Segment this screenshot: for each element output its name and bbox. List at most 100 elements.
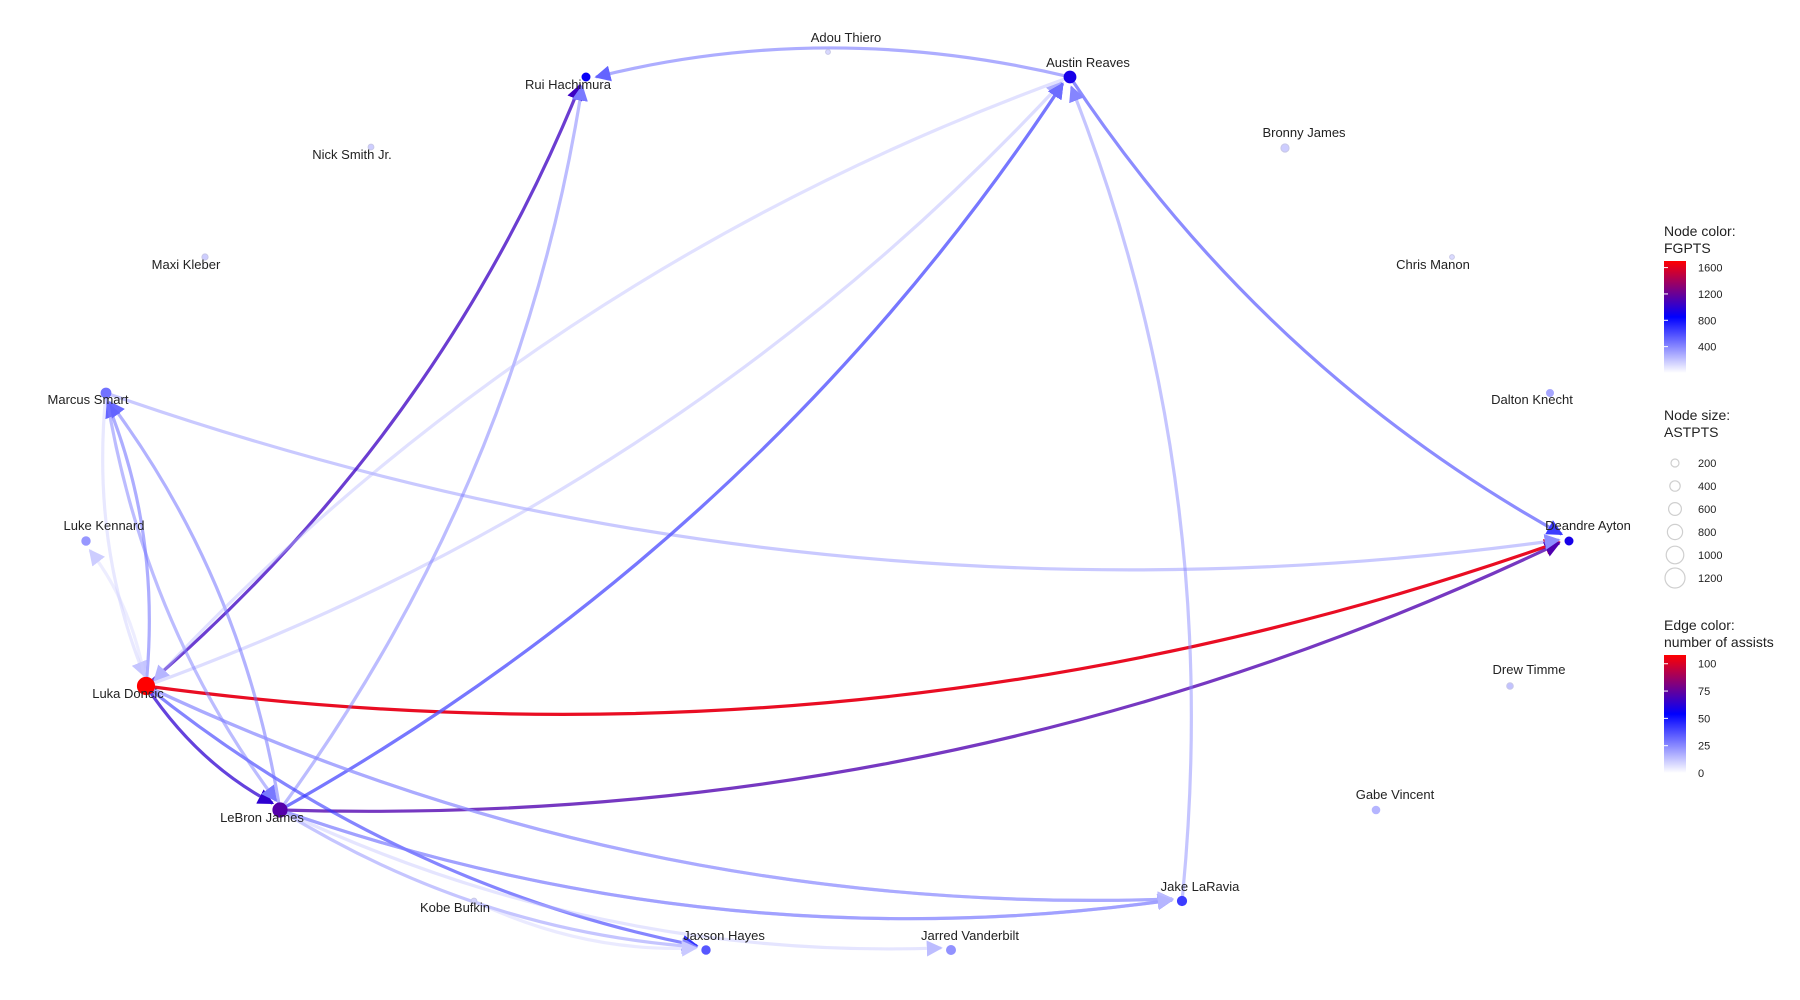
edge-lebron-to-deandre (279, 541, 1561, 813)
node-label-gabe: Gabe Vincent (1356, 787, 1435, 802)
legend-tick-label: 100 (1698, 659, 1716, 671)
edge-luka-to-marcus (105, 401, 151, 687)
legend-size-var: ASTPTS (1664, 424, 1718, 440)
edge-lebron-to-jake (279, 808, 1174, 921)
node-jarred[interactable] (946, 945, 956, 955)
edge-luka-to-deandre (145, 539, 1561, 716)
node-label-adou: Adou Thiero (811, 30, 882, 45)
edge-lebron-to-jaxson (279, 808, 699, 954)
nodes-layer (81, 49, 1574, 955)
node-bronny[interactable] (1280, 143, 1290, 153)
legend-tick-label: 800 (1698, 315, 1716, 327)
node-jake[interactable] (1176, 895, 1188, 907)
node-nick[interactable] (367, 143, 375, 151)
node-label-nick: Nick Smith Jr. (312, 147, 391, 162)
edge-jake-to-austin (1069, 85, 1193, 902)
node-luka[interactable] (136, 676, 156, 696)
legend-size-circle (1665, 545, 1685, 565)
legend: Node color: FGPTS 1600 1200 800 400 Node si… (1664, 223, 1774, 780)
node-label-jaxson: Jaxson Hayes (683, 928, 765, 943)
legend-tick-label: 1200 (1698, 289, 1722, 301)
legend-edge-var: number of assists (1664, 634, 1774, 650)
edges-layer (88, 46, 1564, 957)
node-luke[interactable] (81, 536, 91, 546)
legend-size-title: Node size: (1664, 407, 1730, 423)
edge-austin-to-deandre (1068, 76, 1564, 536)
node-rui[interactable] (581, 72, 591, 82)
legend-node-size: Node size: ASTPTS 200 400 600 800 1000 1200 (1664, 407, 1730, 589)
legend-size-label: 1200 (1698, 573, 1722, 585)
legend-edge-color: Edge color: number of assists 100 75 50 25 0 (1664, 617, 1774, 780)
edge-marcus-to-deandre (105, 391, 1561, 572)
legend-color-ticks: 1600 1200 800 400 (1664, 263, 1722, 354)
edge-austin-to-luka (153, 75, 1071, 682)
legend-color-bar (1664, 261, 1686, 373)
node-label-maxi: Maxi Kleber (152, 257, 221, 272)
legend-size-keys: 200 400 600 800 1000 1200 (1664, 458, 1722, 589)
node-label-jake: Jake LaRavia (1161, 879, 1241, 894)
node-label-deandre: Deandre Ayton (1545, 518, 1631, 533)
node-label-bronny: Bronny James (1262, 125, 1346, 140)
legend-size-circle (1664, 567, 1686, 589)
legend-size-label: 400 (1698, 481, 1716, 493)
node-label-jarred: Jarred Vanderbilt (921, 928, 1019, 943)
edge-austin-to-rui (594, 46, 1071, 82)
labels-layer: Adou Thiero Austin Reaves Rui Hachimura Nic… (48, 30, 1631, 943)
legend-size-circle (1666, 523, 1684, 541)
legend-tick-label: 75 (1698, 686, 1710, 698)
edge-luka-to-jake (145, 684, 1174, 908)
node-label-dalton: Dalton Knecht (1491, 392, 1573, 407)
edge-kobe-to-jaxson (473, 899, 698, 957)
legend-size-circle (1669, 480, 1681, 492)
edge-lebron-to-austin (279, 82, 1065, 812)
node-label-drew: Drew Timme (1493, 662, 1566, 677)
node-label-marcus: Marcus Smart (48, 392, 129, 407)
node-label-luke: Luke Kennard (64, 518, 145, 533)
legend-tick-label: 400 (1698, 342, 1716, 354)
legend-edge-bar (1664, 655, 1686, 773)
node-chris[interactable] (1449, 254, 1455, 260)
node-label-kobe: Kobe Bufkin (420, 900, 490, 915)
edge-luka-to-austin (145, 81, 1063, 688)
node-lebron[interactable] (272, 802, 288, 818)
edge-luka-to-jake (145, 684, 1174, 908)
node-kobe[interactable] (470, 897, 478, 905)
edge-marcus-to-luka (101, 392, 147, 678)
edge-luka-to-jaxson (144, 684, 699, 951)
edge-lebron-to-jarred (279, 808, 943, 957)
node-jaxson[interactable] (701, 945, 711, 955)
legend-color-var: FGPTS (1664, 240, 1711, 256)
legend-size-label: 200 (1698, 458, 1716, 470)
legend-tick-label: 1600 (1698, 263, 1722, 275)
node-maxi[interactable] (201, 253, 209, 261)
legend-tick-label: 25 (1698, 741, 1710, 753)
legend-tick-label: 0 (1698, 768, 1704, 780)
edge-lebron-to-marcus (108, 400, 282, 811)
legend-tick-label: 50 (1698, 713, 1710, 725)
node-label-chris: Chris Manon (1396, 257, 1470, 272)
legend-size-label: 600 (1698, 504, 1716, 516)
node-label-lebron: LeBron James (220, 810, 304, 825)
edge-luka-to-luke (88, 548, 148, 687)
node-drew[interactable] (1506, 682, 1514, 690)
legend-size-label: 1000 (1698, 550, 1722, 562)
node-label-rui: Rui Hachimura (525, 77, 612, 92)
node-label-luka: Luka Doncic (92, 686, 164, 701)
legend-edge-title: Edge color: (1664, 617, 1735, 633)
legend-size-circle (1670, 458, 1680, 468)
node-dalton[interactable] (1546, 389, 1554, 397)
edge-marcus-to-lebron (104, 392, 278, 803)
edge-lebron-to-austin (279, 82, 1065, 812)
node-marcus[interactable] (100, 387, 112, 399)
node-adou[interactable] (825, 49, 831, 55)
edge-luka-to-lebron (144, 685, 275, 805)
node-gabe[interactable] (1371, 805, 1381, 815)
legend-edge-ticks: 100 75 50 25 0 (1664, 659, 1716, 780)
node-austin[interactable] (1063, 70, 1077, 84)
node-deandre[interactable] (1564, 536, 1574, 546)
legend-size-circle (1667, 502, 1682, 517)
node-label-austin: Austin Reaves (1046, 55, 1130, 70)
edge-lebron-to-rui (278, 84, 588, 811)
legend-size-label: 800 (1698, 527, 1716, 539)
